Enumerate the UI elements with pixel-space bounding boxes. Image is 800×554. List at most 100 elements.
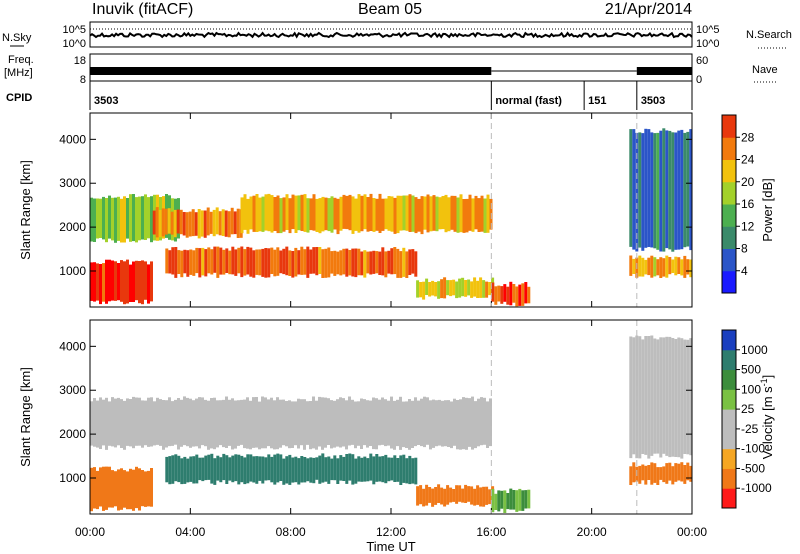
data-cell (176, 209, 180, 234)
data-cell (129, 264, 132, 302)
data-cell (405, 401, 408, 448)
data-cell (458, 278, 462, 298)
data-cell (480, 397, 483, 446)
data-cell (309, 198, 313, 231)
data-cell (282, 248, 286, 275)
data-cell (138, 397, 141, 446)
data-cell (294, 401, 297, 446)
data-cell (369, 400, 372, 446)
data-cell (138, 196, 141, 241)
data-cell (686, 462, 690, 481)
colorbar-tick-label: -500 (741, 461, 765, 475)
data-cell (141, 400, 144, 448)
data-cell (165, 248, 169, 274)
data-cell (339, 196, 343, 231)
data-cell (422, 488, 426, 507)
data-cell (273, 249, 277, 277)
data-cell (252, 195, 256, 232)
data-cell (162, 400, 165, 450)
data-cell (437, 281, 441, 299)
data-cell (408, 399, 411, 450)
data-cell (191, 209, 195, 237)
data-cell (201, 247, 205, 276)
data-cell (294, 456, 298, 483)
data-cell (444, 194, 448, 233)
data-cell (689, 338, 693, 456)
data-cell (135, 260, 138, 301)
data-cell (372, 250, 376, 274)
data-cell (189, 398, 192, 448)
data-cell (467, 486, 471, 502)
data-cell (437, 484, 441, 503)
data-cell (419, 485, 423, 505)
data-cell (276, 453, 280, 483)
data-cell (653, 338, 657, 454)
data-cell (93, 198, 96, 242)
data-cell (342, 398, 345, 447)
noise-strip: 10^5 10^0 10^5 10^0 N.Sky N.Search (2, 21, 792, 50)
data-cell (387, 400, 390, 446)
data-cell (219, 457, 223, 483)
data-cell (497, 285, 501, 302)
cpid-strip: CPID 3503 normal (fast) 151 3503 (6, 81, 693, 110)
data-cell (405, 458, 409, 484)
data-cell (527, 489, 531, 509)
data-cell (393, 197, 397, 234)
data-cell (479, 277, 483, 298)
data-cell (638, 132, 642, 248)
data-cell (509, 488, 513, 510)
data-cell (408, 249, 412, 275)
data-cell (518, 488, 522, 511)
data-cell (647, 465, 651, 480)
data-cell (333, 250, 337, 276)
data-cell (207, 454, 211, 480)
data-cell (411, 400, 414, 448)
ytick-label: 4000 (59, 339, 86, 353)
data-cell (363, 456, 367, 482)
data-cell (261, 396, 264, 449)
nsearch-label: N.Search (746, 29, 792, 41)
data-cell (132, 194, 135, 242)
data-cell (168, 397, 171, 447)
data-cell (342, 194, 346, 229)
data-cell (285, 246, 289, 276)
data-cell (635, 335, 639, 459)
data-cell (384, 399, 387, 447)
data-cell (650, 462, 654, 485)
data-cell (234, 454, 238, 482)
data-cell (381, 247, 385, 276)
data-cell (297, 458, 301, 485)
data-cell (129, 399, 132, 447)
colorbar-swatch (722, 115, 736, 138)
data-cell (333, 197, 337, 230)
data-cell (390, 457, 394, 481)
data-cell (372, 456, 376, 485)
data-cell (129, 194, 132, 242)
data-cell (258, 249, 262, 276)
data-cell (177, 398, 180, 450)
data-cell (204, 455, 208, 481)
data-cell (653, 257, 657, 277)
cpid-segment-label: 3503 (94, 95, 118, 107)
data-cell (459, 399, 462, 450)
data-cell (366, 458, 370, 482)
data-cell (399, 195, 403, 231)
data-cell (432, 399, 435, 448)
data-cell (236, 208, 240, 238)
data-cell (114, 197, 117, 243)
data-cell (689, 129, 693, 251)
data-cell (488, 282, 492, 296)
data-cell (527, 286, 531, 304)
data-cell (402, 401, 405, 448)
data-cell (443, 277, 447, 299)
data-cell (258, 456, 262, 481)
data-cell (255, 249, 259, 275)
data-cell (366, 400, 369, 448)
data-cell (393, 400, 396, 450)
data-cell (96, 400, 99, 448)
data-cell (195, 398, 198, 447)
data-cell (105, 466, 108, 510)
data-cell (453, 195, 457, 232)
data-cell (662, 128, 666, 252)
cpid-segment-label: 3503 (641, 95, 665, 107)
